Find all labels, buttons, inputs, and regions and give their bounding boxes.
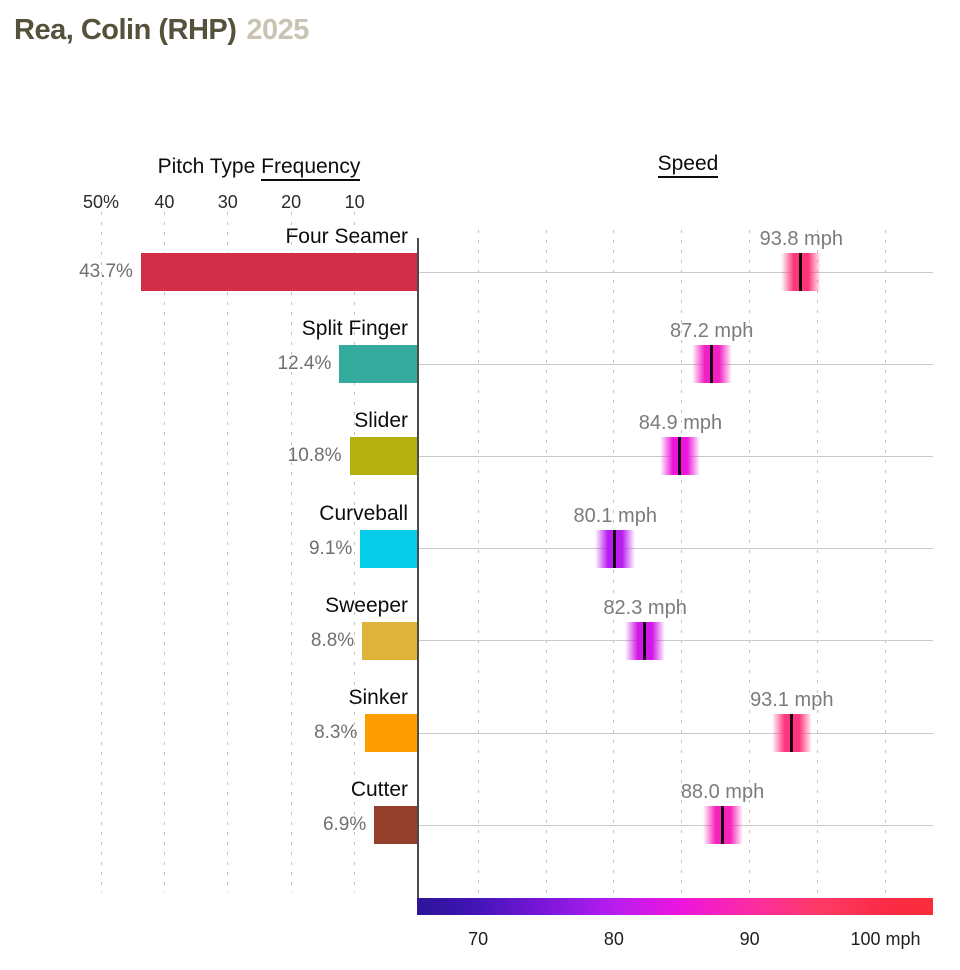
pitch-type-label: Slider <box>354 409 408 433</box>
speed-value-label: 93.8 mph <box>759 228 843 250</box>
frequency-gridline <box>290 212 292 893</box>
speed-marker <box>771 714 812 752</box>
speed-marker <box>625 621 666 660</box>
frequency-gridline <box>100 212 102 893</box>
speed-gridline <box>749 230 751 893</box>
frequency-gridline <box>227 212 229 893</box>
pitch-type-label: Sweeper <box>325 593 408 617</box>
frequency-value-label: 12.4% <box>277 353 332 375</box>
frequency-header-emphasis: Frequency <box>261 155 361 181</box>
season-year: 2025 <box>246 14 309 46</box>
speed-marker-center-line <box>789 714 793 752</box>
frequency-axis-tick-label: 30 <box>217 192 238 212</box>
frequency-column-header: Pitch Type Frequency <box>59 155 459 181</box>
speed-marker-center-line <box>709 345 713 384</box>
speed-marker <box>595 529 636 568</box>
speed-marker <box>702 806 743 845</box>
frequency-bar <box>365 714 418 752</box>
speed-value-label: 87.2 mph <box>669 320 754 343</box>
frequency-value-label: 8.8% <box>310 629 355 651</box>
page-title: Rea, Colin (RHP) 2025 <box>14 14 309 47</box>
pitch-type-label: Four Seamer <box>285 225 408 248</box>
speed-row-baseline <box>419 732 933 734</box>
speed-row-baseline <box>419 363 933 365</box>
frequency-bar <box>362 621 418 660</box>
speed-value-label: 82.3 mph <box>603 596 687 619</box>
speed-colorbar <box>417 898 933 915</box>
speed-header-label: Speed <box>657 152 719 178</box>
speed-marker-center-line <box>643 621 647 660</box>
pitch-type-label: Sinker <box>348 686 408 709</box>
pitch-type-label: Curveball <box>319 501 408 525</box>
frequency-bar <box>339 345 418 384</box>
speed-marker-center-line <box>678 437 682 476</box>
speed-axis-tick-label: 90 <box>739 929 760 949</box>
speed-marker-center-line <box>799 253 803 291</box>
speed-row-baseline <box>419 548 933 550</box>
frequency-header-prefix: Pitch Type <box>157 155 262 178</box>
frequency-value-label: 10.8% <box>287 445 342 467</box>
frequency-axis-tick-label: 40 <box>154 192 175 212</box>
frequency-axis-tick-label: 50% <box>82 192 120 212</box>
speed-marker-center-line <box>613 529 617 568</box>
speed-gridline <box>817 230 819 893</box>
pitch-type-label: Split Finger <box>301 317 408 341</box>
speed-marker <box>781 253 822 291</box>
speed-marker <box>691 345 732 384</box>
frequency-gridline <box>163 212 165 893</box>
frequency-value-label: 6.9% <box>322 814 367 836</box>
speed-axis-tick-label: 70 <box>468 929 489 949</box>
frequency-axis-tick-label: 10 <box>344 192 365 212</box>
frequency-bar <box>349 437 418 476</box>
frequency-bar <box>140 253 418 291</box>
speed-row-baseline <box>419 271 933 273</box>
speed-marker <box>660 437 701 476</box>
frequency-value-label: 9.1% <box>308 537 353 559</box>
speed-gridline <box>545 230 547 893</box>
frequency-axis-tick-label: 20 <box>281 192 302 212</box>
speed-row-baseline <box>419 640 933 642</box>
frequency-value-label: 43.7% <box>79 261 133 282</box>
speed-value-label: 93.1 mph <box>750 689 834 711</box>
frequency-gridline <box>354 212 356 893</box>
pitch-type-label: Cutter <box>350 778 408 802</box>
speed-value-label: 88.0 mph <box>680 781 765 804</box>
speed-axis-tick-label: 100 mph <box>850 929 921 949</box>
speed-axis-tick-label: 80 <box>603 929 624 949</box>
player-name: Rea, Colin (RHP) <box>14 14 237 46</box>
frequency-value-label: 8.3% <box>314 722 358 743</box>
speed-value-label: 80.1 mph <box>573 504 657 527</box>
speed-gridline <box>477 230 479 893</box>
frequency-axis-line <box>417 238 419 898</box>
frequency-bar <box>360 529 418 568</box>
speed-row-baseline <box>419 824 933 826</box>
speed-value-label: 84.9 mph <box>638 412 723 435</box>
speed-gridline <box>884 230 886 893</box>
speed-marker-center-line <box>720 806 724 845</box>
speed-column-header: Speed <box>488 152 888 178</box>
frequency-bar <box>374 806 418 845</box>
speed-gridline <box>681 230 683 893</box>
